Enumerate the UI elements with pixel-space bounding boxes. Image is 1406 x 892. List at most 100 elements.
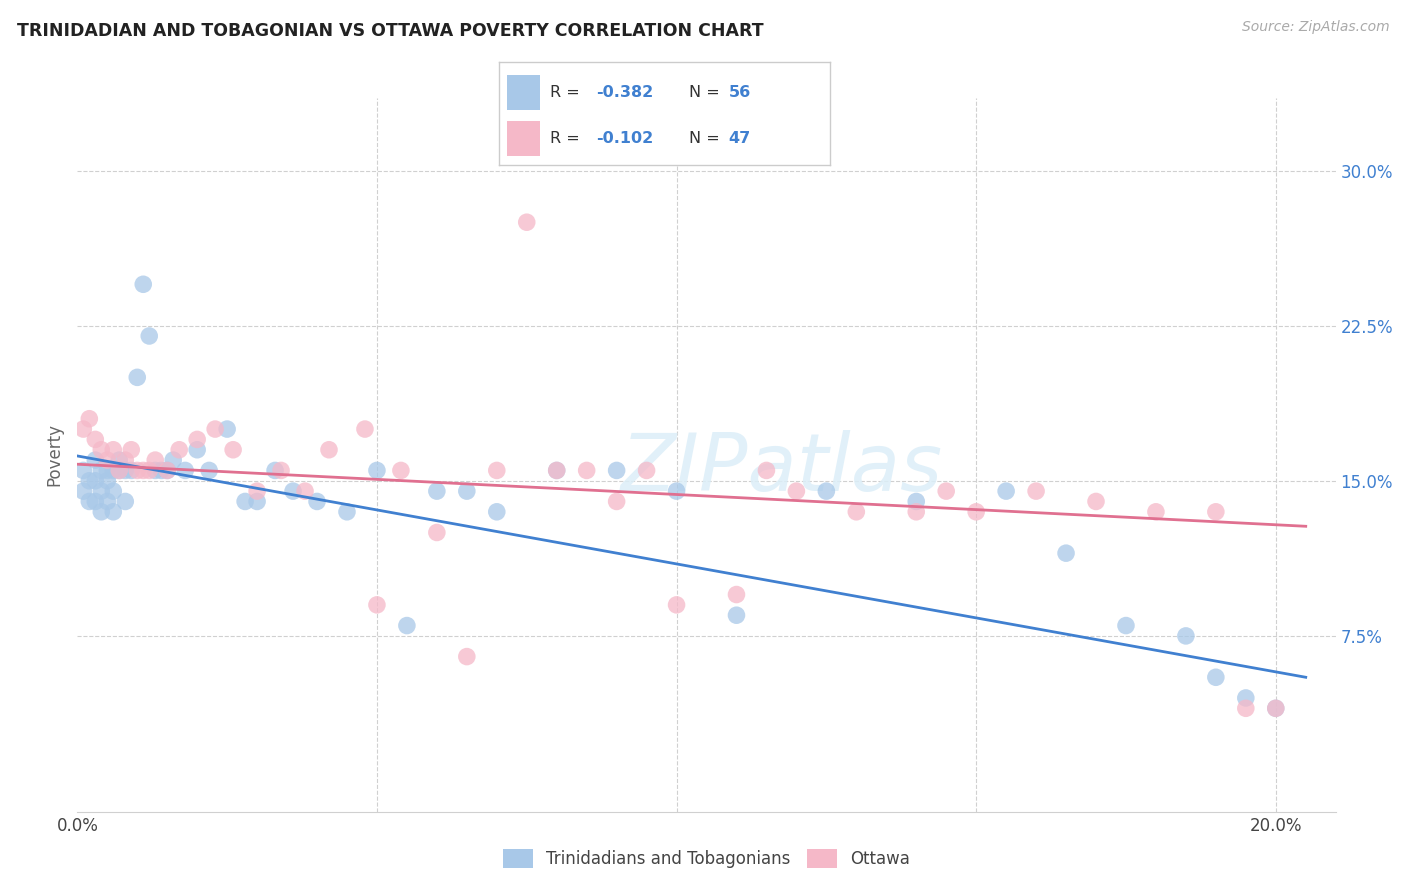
Point xyxy=(246,484,269,499)
Point xyxy=(516,215,538,229)
Text: 47: 47 xyxy=(728,131,751,146)
Point xyxy=(426,484,449,499)
Point xyxy=(1115,618,1137,632)
Point xyxy=(336,505,359,519)
Point xyxy=(120,463,142,477)
Point xyxy=(222,442,245,457)
Point xyxy=(114,463,136,477)
Point xyxy=(281,484,304,499)
Point xyxy=(103,484,125,499)
Point xyxy=(84,453,107,467)
Point xyxy=(132,277,155,292)
Point xyxy=(725,608,748,623)
Point xyxy=(1054,546,1077,560)
Point xyxy=(120,442,142,457)
Point xyxy=(96,463,118,477)
Text: ZIPatlas: ZIPatlas xyxy=(621,430,943,508)
Text: R =: R = xyxy=(550,85,585,100)
Point xyxy=(114,453,136,467)
Point xyxy=(636,463,658,477)
Text: -0.382: -0.382 xyxy=(596,85,654,100)
Point xyxy=(90,505,112,519)
Point xyxy=(935,484,957,499)
Point xyxy=(270,463,292,477)
Point xyxy=(127,370,149,384)
Point xyxy=(1025,484,1047,499)
Text: R =: R = xyxy=(550,131,585,146)
Point xyxy=(575,463,598,477)
Point xyxy=(1174,629,1197,643)
Point xyxy=(84,474,107,488)
Point xyxy=(79,411,101,425)
Point xyxy=(127,463,149,477)
Point xyxy=(143,463,166,477)
Point xyxy=(72,463,94,477)
Point xyxy=(389,463,412,477)
Point xyxy=(815,484,838,499)
Text: Source: ZipAtlas.com: Source: ZipAtlas.com xyxy=(1241,20,1389,34)
Point xyxy=(785,484,807,499)
Point xyxy=(965,505,987,519)
Point xyxy=(725,588,748,602)
Point xyxy=(204,422,226,436)
Point xyxy=(264,463,287,477)
Point xyxy=(108,463,131,477)
Point xyxy=(156,463,179,477)
Point xyxy=(665,484,688,499)
Point xyxy=(108,453,131,467)
Point xyxy=(1264,701,1286,715)
Point xyxy=(485,463,508,477)
Point xyxy=(162,453,184,467)
Point xyxy=(546,463,568,477)
Point xyxy=(845,505,868,519)
Point xyxy=(72,422,94,436)
Point xyxy=(186,433,208,447)
Text: 56: 56 xyxy=(728,85,751,100)
Point xyxy=(485,505,508,519)
Point xyxy=(395,618,418,632)
Point xyxy=(305,494,328,508)
Point xyxy=(103,442,125,457)
Point xyxy=(1234,690,1257,705)
Point xyxy=(84,433,107,447)
Point xyxy=(96,494,118,508)
Point xyxy=(108,463,131,477)
Point xyxy=(1234,701,1257,715)
Point xyxy=(79,494,101,508)
Point xyxy=(1144,505,1167,519)
Point xyxy=(1205,505,1227,519)
Point xyxy=(233,494,256,508)
Point xyxy=(665,598,688,612)
Point xyxy=(366,598,388,612)
Point xyxy=(905,505,928,519)
Point xyxy=(294,484,316,499)
Text: -0.102: -0.102 xyxy=(596,131,654,146)
Y-axis label: Poverty: Poverty xyxy=(45,424,63,486)
Point xyxy=(90,484,112,499)
Point xyxy=(96,453,118,467)
Legend: Trinidadians and Tobagonians, Ottawa: Trinidadians and Tobagonians, Ottawa xyxy=(496,842,917,875)
Point xyxy=(114,494,136,508)
Text: N =: N = xyxy=(689,131,725,146)
Point xyxy=(995,484,1018,499)
Point xyxy=(138,329,160,343)
Point xyxy=(132,463,155,477)
Point xyxy=(143,453,166,467)
Point xyxy=(174,463,197,477)
Point xyxy=(354,422,377,436)
Point xyxy=(246,494,269,508)
Point xyxy=(456,649,478,664)
Point xyxy=(186,442,208,457)
Point xyxy=(138,463,160,477)
Point xyxy=(426,525,449,540)
Point xyxy=(96,474,118,488)
Point xyxy=(606,463,628,477)
Point xyxy=(217,422,239,436)
FancyBboxPatch shape xyxy=(508,121,540,156)
Point xyxy=(167,442,190,457)
Point xyxy=(905,494,928,508)
Point xyxy=(103,463,125,477)
Point xyxy=(150,463,173,477)
Point xyxy=(1205,670,1227,684)
Point xyxy=(72,484,94,499)
